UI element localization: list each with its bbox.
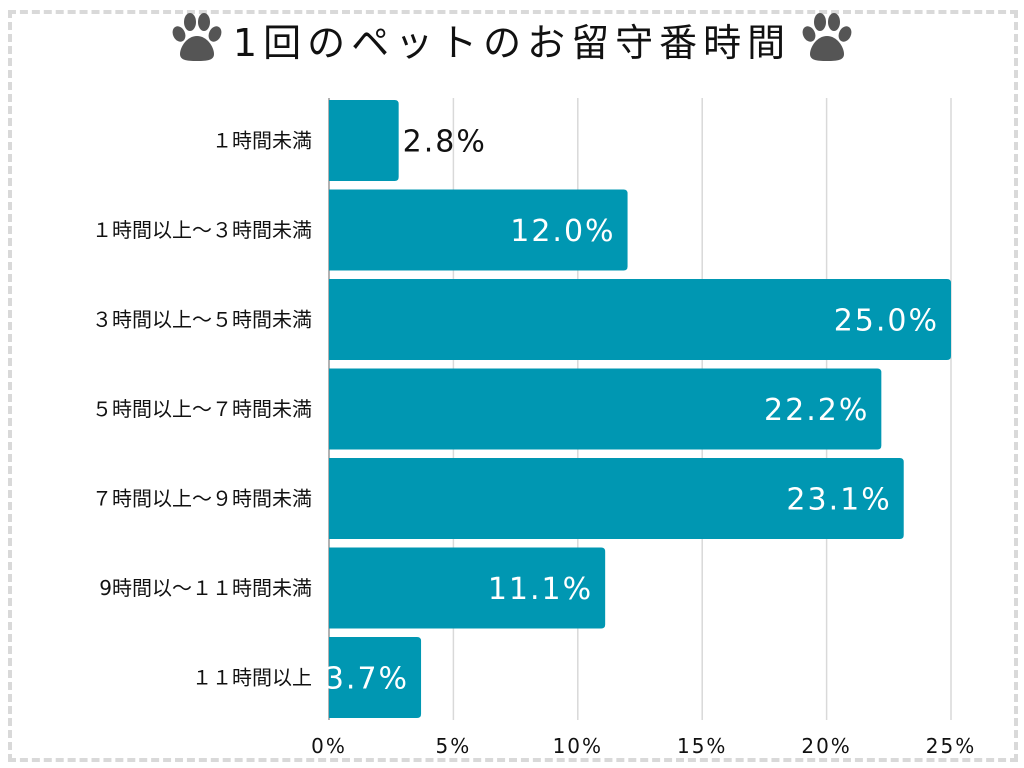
category-label: １時間以上～３時間未満 <box>92 218 312 242</box>
chart-title: 1回のペットのお留守番時間 <box>232 21 792 65</box>
data-label: 25.0% <box>834 304 939 339</box>
bar <box>329 189 628 271</box>
bar <box>329 637 422 718</box>
category-label: １時間未満 <box>212 129 312 153</box>
x-tick-label: 15% <box>677 734 727 758</box>
data-label: 22.2% <box>764 393 869 428</box>
x-tick-label: 5% <box>436 734 472 758</box>
chart-title-row: 1回のペットのお留守番時間 <box>0 12 1024 79</box>
data-label: 2.8% <box>403 125 487 160</box>
bar <box>329 279 951 360</box>
paw-icon <box>171 12 223 79</box>
x-tick-label: 0% <box>311 734 347 758</box>
category-label: ７時間以上～９時間未満 <box>92 487 312 511</box>
category-label: １１時間以上 <box>192 666 312 690</box>
data-label: 11.1% <box>488 572 593 607</box>
bar <box>329 458 904 539</box>
category-label: ５時間以上～７時間未満 <box>92 397 312 421</box>
data-label: 23.1% <box>786 483 891 518</box>
x-tick-label: 10% <box>553 734 603 758</box>
category-label: 9時間以～１１時間未満 <box>99 576 312 600</box>
bar <box>329 547 606 629</box>
data-label: 3.7% <box>325 662 409 697</box>
paw-icon <box>801 12 853 79</box>
bar <box>329 368 882 450</box>
bar <box>329 100 399 181</box>
x-tick-label: 20% <box>801 734 851 758</box>
category-label: ３時間以上～５時間未満 <box>92 308 312 332</box>
chart-border <box>8 10 1018 762</box>
x-tick-label: 25% <box>926 734 976 758</box>
data-label: 12.0% <box>510 214 615 249</box>
